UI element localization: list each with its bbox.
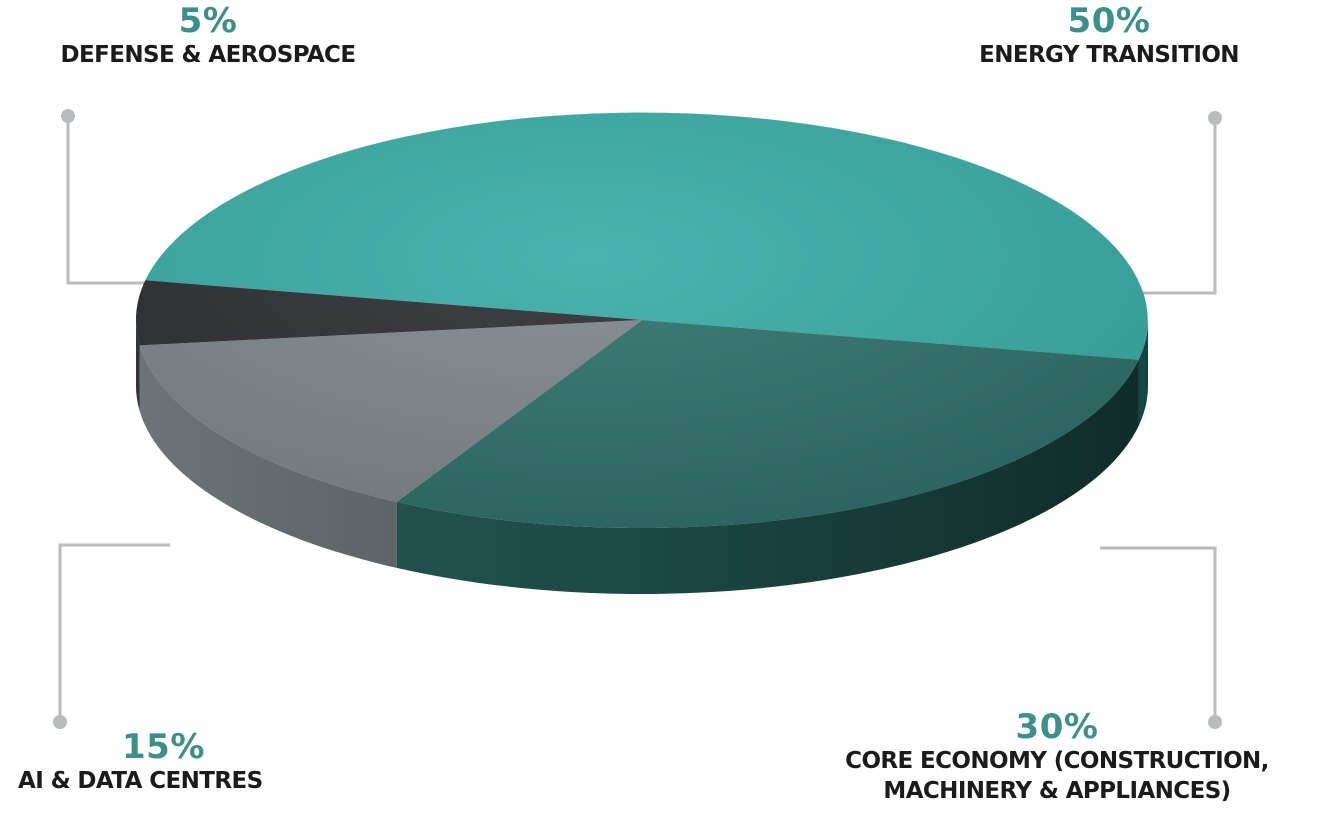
leader-line-energy-transition [1130,118,1217,295]
leader-line-defense-aerospace [66,116,165,285]
leader-line-ai-data-centres [58,543,170,722]
percent-defense-aerospace: 5% [178,1,238,41]
callout-core-economy: 30% CORE ECONOMY (CONSTRUCTION, MACHINER… [792,708,1322,806]
pie-slices [135,112,1148,528]
percent-core-economy: 30% [1015,707,1099,747]
percent-ai-data-centres: 15% [122,727,205,767]
pie-side-walls [135,320,1148,594]
label-core-economy-line-2: MACHINERY & APPLIANCES) [883,778,1231,804]
percent-energy-transition: 50% [1067,1,1151,41]
label-core-economy-line-1: CORE ECONOMY (CONSTRUCTION, [845,748,1269,774]
leader-lines [53,109,1222,729]
callout-ai-data-centres: 15% AI & DATA CENTRES [18,728,318,796]
callout-defense-aerospace: 5% DEFENSE & AEROSPACE [18,2,398,70]
leader-dot-energy-transition [1208,111,1222,125]
leader-line-core-economy [1100,546,1217,722]
leader-dot-core-economy [1208,715,1222,729]
callout-energy-transition: 50% ENERGY TRANSITION [944,2,1274,70]
leader-dot-defense-aerospace [61,109,75,123]
leader-dot-ai-data-centres [53,715,67,729]
label-energy-transition: ENERGY TRANSITION [979,42,1239,68]
top-shading [136,112,1148,528]
label-ai-data-centres: AI & DATA CENTRES [18,768,263,794]
label-defense-aerospace: DEFENSE & AEROSPACE [60,42,357,68]
side-shading [136,320,1148,594]
